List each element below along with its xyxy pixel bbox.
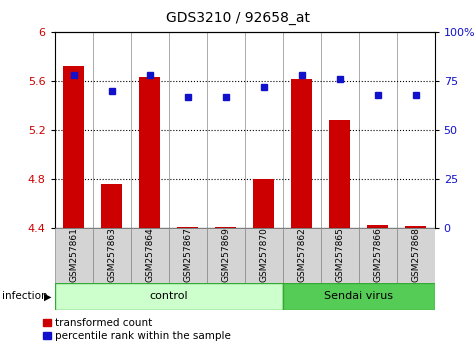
Text: GSM257870: GSM257870 [259,227,268,282]
Bar [63,66,84,228]
Bar [405,226,426,228]
Text: Sendai virus: Sendai virus [324,291,393,302]
Text: GSM257867: GSM257867 [183,227,192,282]
Bar [321,228,359,283]
Text: GSM257866: GSM257866 [373,227,382,282]
Bar [169,228,207,283]
Bar [291,79,312,228]
Bar [253,179,274,228]
Bar [245,228,283,283]
Text: GSM257868: GSM257868 [411,227,420,282]
Text: GSM257869: GSM257869 [221,227,230,282]
Bar [397,228,435,283]
Text: GSM257861: GSM257861 [69,227,78,282]
Text: GSM257862: GSM257862 [297,227,306,282]
Bar [283,228,321,283]
Bar [93,228,131,283]
Bar [177,227,198,228]
Text: ▶: ▶ [44,291,51,301]
Text: GDS3210 / 92658_at: GDS3210 / 92658_at [165,11,310,25]
Text: GSM257864: GSM257864 [145,227,154,282]
Bar [359,228,397,283]
Bar [101,184,122,228]
Bar [215,227,236,228]
Text: GSM257863: GSM257863 [107,227,116,282]
Legend: transformed count, percentile rank within the sample: transformed count, percentile rank withi… [43,319,230,341]
Bar [131,228,169,283]
Bar [283,283,435,310]
Bar [55,228,93,283]
Bar [367,225,388,228]
Text: GSM257865: GSM257865 [335,227,344,282]
Bar [55,283,283,310]
Bar [207,228,245,283]
Bar [139,77,160,228]
Bar [329,120,350,228]
Text: infection: infection [2,291,48,301]
Text: control: control [149,291,188,302]
